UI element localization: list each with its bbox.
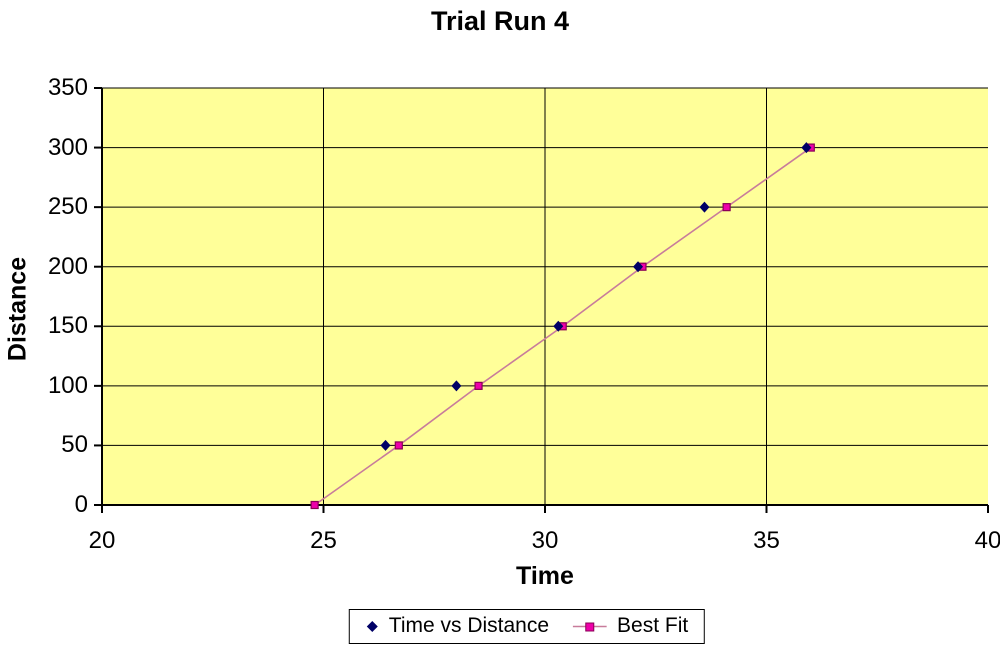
x-tick-label: 20 [88, 527, 116, 554]
data-point-diamond [553, 320, 564, 332]
x-tick-label: 25 [310, 527, 337, 554]
data-point-square [394, 441, 403, 450]
data-point-diamond [633, 261, 644, 273]
y-tick-label: 300 [47, 133, 88, 161]
y-tick-label: 150 [47, 312, 88, 340]
x-tick-label: 35 [753, 527, 780, 554]
diamond-marker-icon [366, 620, 378, 632]
data-point-diamond [451, 380, 462, 392]
data-point-diamond [380, 439, 391, 451]
y-tick-label: 0 [74, 491, 88, 518]
x-axis-title: Time [516, 562, 574, 590]
legend-label: Best Fit [617, 614, 689, 637]
data-point-square [722, 203, 731, 212]
data-point-diamond [801, 142, 812, 154]
chart-title: Trial Run 4 [430, 6, 570, 36]
data-point-square [474, 381, 483, 390]
legend-label: Time vs Distance [388, 614, 550, 637]
y-tick-label: 50 [61, 431, 88, 459]
legend-item-best-fit: Best Fit [573, 614, 688, 638]
data-point-diamond [699, 201, 710, 213]
data-point-square [310, 500, 319, 510]
x-tick-label: 40 [974, 527, 1000, 554]
y-tick-label: 250 [47, 193, 88, 221]
line-square-marker-icon [573, 622, 608, 631]
x-tick-label: 30 [531, 527, 559, 554]
y-tick-label: 100 [47, 371, 88, 399]
y-tick-label: 350 [47, 74, 88, 101]
legend: Time vs Distance Best Fit [348, 609, 706, 644]
y-tick-label: 200 [47, 252, 88, 280]
legend-item-time-vs-distance: Time vs Distance [366, 614, 549, 638]
